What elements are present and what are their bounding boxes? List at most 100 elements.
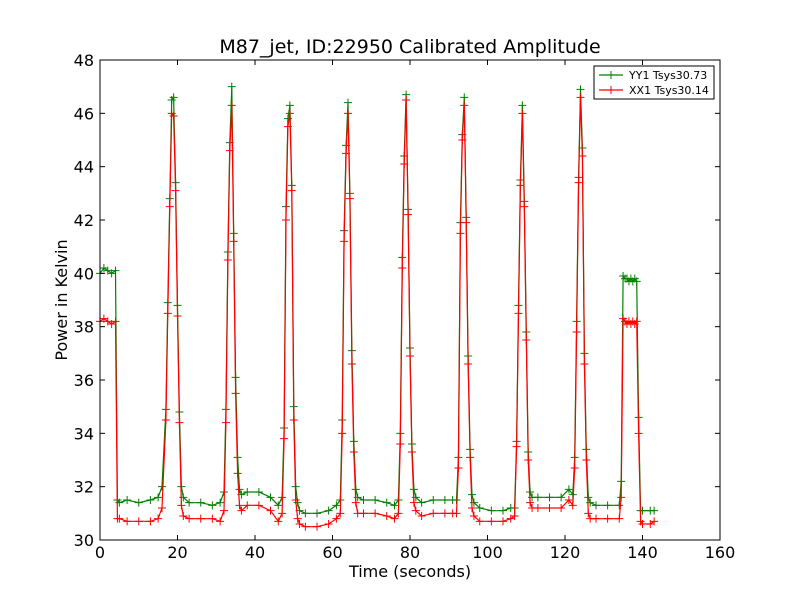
data-point-marker [359, 496, 368, 504]
data-point-marker [208, 501, 217, 510]
data-point-marker [570, 464, 579, 472]
data-point-marker [134, 498, 143, 507]
data-point-marker [285, 109, 294, 118]
data-point-marker [406, 352, 414, 360]
data-point-marker [650, 517, 659, 526]
data-point-marker [429, 496, 438, 504]
y-tick-label: 40 [74, 264, 94, 283]
data-point-marker [179, 512, 188, 520]
data-point-marker [603, 514, 612, 523]
data-point-marker [466, 453, 475, 462]
data-point-marker [615, 514, 624, 523]
data-point-marker [235, 501, 244, 510]
x-tick-label: 40 [245, 543, 265, 562]
data-point-marker [165, 202, 174, 211]
series-1 [96, 93, 659, 531]
x-tick-label: 160 [705, 543, 736, 562]
data-point-marker [243, 488, 252, 496]
legend-marker [607, 86, 615, 94]
data-point-marker [417, 498, 426, 507]
data-point-marker [371, 496, 380, 504]
data-point-marker [274, 501, 283, 510]
data-point-marker [278, 509, 287, 518]
y-tick-label: 38 [74, 318, 94, 337]
data-point-marker [158, 482, 166, 491]
data-point-marker [592, 514, 600, 523]
data-point-marker [163, 309, 172, 318]
data-point-marker [458, 136, 467, 144]
data-point-marker [359, 509, 368, 518]
data-point-marker [291, 496, 300, 504]
y-tick-label: 44 [74, 158, 94, 177]
data-point-marker [254, 488, 263, 496]
legend-label: YY1 Tsys30.73 [628, 69, 707, 82]
data-point-marker [475, 504, 484, 512]
data-point-marker [345, 194, 354, 203]
legend: YY1 Tsys30.73 XX1 Tsys30.14 [593, 65, 715, 100]
data-point-marker [429, 509, 438, 518]
data-point-marker [313, 509, 321, 518]
data-point-marker [576, 85, 585, 94]
y-tick-label: 46 [74, 104, 94, 123]
x-tick-label: 120 [550, 543, 581, 562]
data-point-marker [254, 501, 263, 510]
data-point-marker [344, 98, 352, 107]
data-point-marker [603, 501, 612, 510]
data-point-marker [398, 264, 407, 272]
data-point-marker [510, 512, 519, 520]
data-point-marker [196, 514, 205, 523]
data-point-marker [382, 512, 391, 520]
data-point-marker [289, 416, 298, 424]
data-point-marker [295, 520, 304, 528]
data-point-marker [512, 442, 521, 451]
data-point-marker [592, 501, 600, 510]
data-point-marker [177, 501, 186, 510]
data-point-marker [274, 517, 283, 526]
data-point-marker [185, 514, 194, 523]
data-point-marker [382, 498, 391, 507]
y-tick-label: 34 [74, 424, 94, 443]
data-point-marker [650, 506, 659, 515]
data-point-marker [196, 498, 205, 507]
data-point-marker [462, 218, 471, 227]
legend-label: XX1 Tsys30.14 [629, 84, 709, 97]
data-point-marker [225, 146, 234, 155]
data-point-marker [533, 493, 542, 502]
data-point-marker [417, 512, 426, 520]
data-point-marker [227, 82, 236, 91]
data-point-marker [568, 501, 577, 510]
data-point-marker [615, 501, 624, 510]
data-point-marker [347, 360, 356, 368]
legend-marker [607, 71, 615, 79]
data-point-marker [111, 266, 120, 275]
data-point-marker [409, 498, 418, 507]
chart-title: M87_jet, ID:22950 Calibrated Amplitude [219, 36, 600, 58]
data-point-marker [158, 504, 166, 512]
data-point-marker [533, 504, 542, 512]
data-point-marker [402, 96, 411, 104]
data-point-marker [632, 277, 641, 286]
data-point-marker [146, 517, 155, 526]
data-point-marker [285, 101, 294, 110]
x-axis-label: Time (seconds) [348, 562, 471, 581]
data-point-marker [487, 506, 496, 515]
x-tick-label: 20 [167, 543, 187, 562]
data-point-marker [221, 418, 230, 427]
data-point-marker [134, 517, 143, 526]
data-point-marker [390, 514, 399, 523]
data-point-marker [123, 517, 132, 526]
data-point-marker [301, 522, 310, 531]
data-point-marker [229, 237, 238, 246]
legend-box [593, 65, 715, 100]
data-point-marker [582, 456, 591, 464]
y-tick-label: 48 [74, 51, 94, 70]
data-point-marker [499, 506, 507, 515]
y-tick-label: 36 [74, 371, 94, 390]
data-point-marker [456, 229, 465, 238]
data-point-marker [338, 429, 347, 438]
data-point-marker [313, 522, 321, 531]
data-point-marker [371, 509, 380, 518]
data-point-marker [324, 520, 333, 528]
x-tick-label: 100 [472, 543, 503, 562]
data-point-marker [227, 101, 236, 110]
